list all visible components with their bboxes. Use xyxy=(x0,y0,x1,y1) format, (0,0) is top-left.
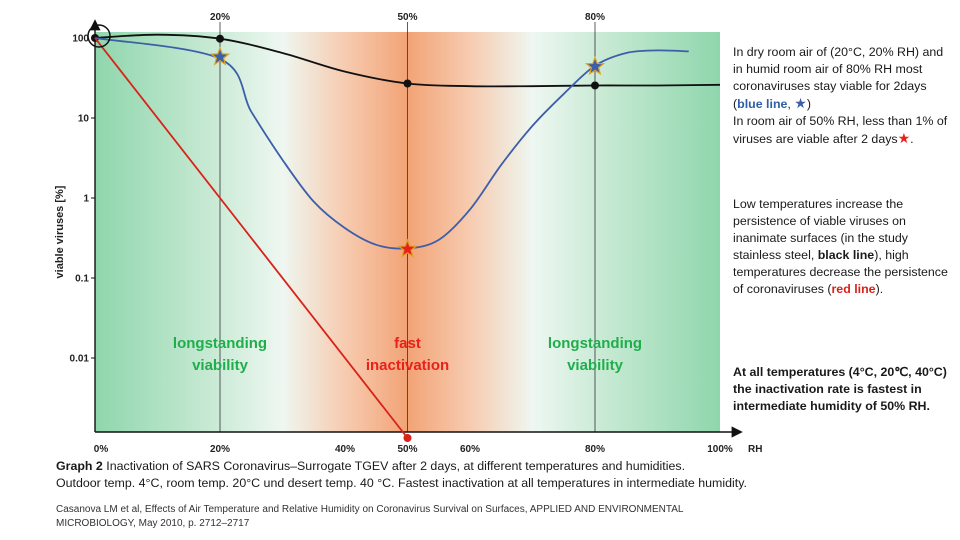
y-tick-label: 10 xyxy=(78,114,90,125)
text-part: ). xyxy=(875,282,884,296)
x-ticks: 0% 20% 40% 50% 60% 80% 100% xyxy=(94,444,733,455)
text-part: . xyxy=(910,132,914,146)
caption-line-1: Graph 2 Inactivation of SARS Coronavirus… xyxy=(56,458,836,475)
caption-text: Inactivation of SARS Coronavirus–Surroga… xyxy=(102,459,686,473)
top-label: 80% xyxy=(585,12,605,23)
top-label: 50% xyxy=(397,12,417,23)
summary-text: At all temperatures (4°C, 20℃, 40°C) the… xyxy=(733,365,947,413)
black-line-label: black line xyxy=(817,248,875,262)
y-tick-label: 100 xyxy=(72,34,89,45)
x-tick-label: 50% xyxy=(397,444,417,455)
blue-line-label: blue line xyxy=(737,97,788,111)
zone-label: longstanding viability xyxy=(173,335,267,374)
zone-label-line: longstanding xyxy=(173,335,267,352)
explanation-humidity: In dry room air of (20°C, 20% RH) and in… xyxy=(733,44,955,148)
star-marker xyxy=(209,46,231,66)
explanation-temperature-text: Low temperatures increase the persistenc… xyxy=(733,196,955,298)
star-marker xyxy=(584,55,606,76)
x-tick-label: 60% xyxy=(460,444,480,455)
x-tick-label: 20% xyxy=(210,444,230,455)
text-part: Low temperatures increase the persistenc… xyxy=(733,197,908,262)
source-citation: Casanova LM et al, Effects of Air Temper… xyxy=(56,504,684,529)
y-tick-label: 0.01 xyxy=(70,354,90,365)
series-line xyxy=(94,37,689,250)
figure-caption: Graph 2 Inactivation of SARS Coronavirus… xyxy=(56,458,836,492)
x-tick-label: 100% xyxy=(707,444,733,455)
explanation-humidity-text: In dry room air of (20°C, 20% RH) and in… xyxy=(733,44,955,113)
y-tick-label: 0.1 xyxy=(75,274,89,285)
text-part: ) xyxy=(806,97,811,111)
text-part: , xyxy=(787,97,795,111)
origin-circle xyxy=(87,24,111,48)
series-point xyxy=(591,81,599,90)
series-point xyxy=(403,79,412,88)
zone-label-line: viability xyxy=(192,357,249,374)
x-axis-label: RH xyxy=(748,444,762,455)
zone-label: longstanding viability xyxy=(548,335,642,374)
text-part: In dry room air of (20°C, 20% RH) and in… xyxy=(733,45,944,111)
text-part: In room air of 50% RH, less than 1% of v… xyxy=(733,114,948,146)
x-tick-label: 40% xyxy=(335,444,355,455)
x-tick-label: 0% xyxy=(94,444,109,455)
zone-label-line: viability xyxy=(567,357,624,374)
explanation-50-text: In room air of 50% RH, less than 1% of v… xyxy=(733,113,955,148)
top-label: 20% xyxy=(210,12,230,23)
red-star-icon: ★ xyxy=(897,130,911,146)
y-axis-label: viable viruses [%] xyxy=(54,185,66,278)
x-tick-label: 80% xyxy=(585,444,605,455)
explanation-summary: At all temperatures (4°C, 20℃, 40°C) the… xyxy=(733,364,955,415)
y-tick-label: 1 xyxy=(83,194,89,205)
explanation-temperature: Low temperatures increase the persistenc… xyxy=(733,196,955,298)
zone-labels: longstanding viability fast inactivation lon… xyxy=(173,335,642,374)
zone-label-line: longstanding xyxy=(548,335,642,352)
caption-label: Graph 2 xyxy=(56,459,103,473)
zone-label-line: inactivation xyxy=(366,357,449,374)
series-line xyxy=(94,37,409,439)
top-labels: 20% 50% 80% xyxy=(210,12,605,23)
series-point xyxy=(216,34,224,43)
reference-lines xyxy=(219,22,596,432)
text-part: ), high temperatures decrease the persis… xyxy=(733,248,948,296)
series-group xyxy=(91,33,721,442)
zone-label-line: fast xyxy=(394,335,421,352)
axes xyxy=(89,19,743,438)
star-marker xyxy=(397,238,418,258)
y-ticks: 100 10 1 0.1 0.01 xyxy=(70,34,95,365)
red-line-label: red line xyxy=(831,282,876,296)
caption-line-2: Outdoor temp. 4°C, room temp. 20°C und d… xyxy=(56,476,747,490)
zone-label: fast inactivation xyxy=(366,335,449,374)
series-point xyxy=(403,434,412,442)
blue-star-icon: ★ xyxy=(794,95,807,111)
